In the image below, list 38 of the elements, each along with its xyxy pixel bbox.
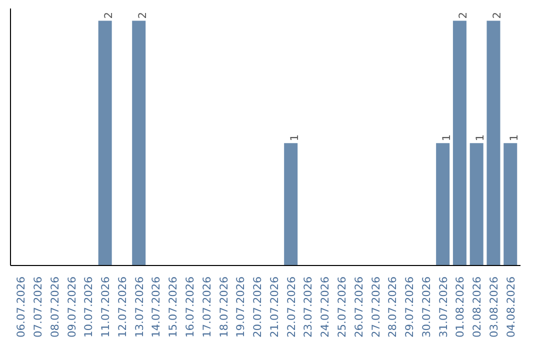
x-tick-label: 14.07.2026 xyxy=(150,276,163,338)
x-tick-label: 23.07.2026 xyxy=(302,276,315,338)
x-tick-label: 18.07.2026 xyxy=(217,276,230,338)
x-tick-label: 07.07.2026 xyxy=(32,276,45,338)
x-tick-label: 25.07.2026 xyxy=(335,276,348,338)
x-tick-label: 03.08.2026 xyxy=(487,276,500,338)
x-tick-label: 22.07.2026 xyxy=(284,276,298,338)
data-label: 2 xyxy=(456,12,470,19)
x-tick-label: 12.07.2026 xyxy=(116,276,129,338)
x-tick-label: 24.07.2026 xyxy=(318,276,332,338)
x-tick-label: 15.07.2026 xyxy=(166,276,180,338)
x-tick-label: 01.08.2026 xyxy=(454,276,467,338)
data-label: 1 xyxy=(440,134,453,142)
x-tick-label: 17.07.2026 xyxy=(200,276,214,338)
data-label: 2 xyxy=(102,12,116,19)
x-tick-label: 13.07.2026 xyxy=(132,276,146,338)
x-tick-label: 28.07.2026 xyxy=(386,276,400,338)
x-tick-label: 27.07.2026 xyxy=(369,276,382,338)
x-tick-label: 08.07.2026 xyxy=(48,276,62,338)
x-tick-label: 02.08.2026 xyxy=(470,276,484,338)
data-label: 1 xyxy=(288,134,301,142)
x-tick-label: 19.07.2026 xyxy=(234,276,248,338)
x-tick-label: 30.07.2026 xyxy=(420,276,433,338)
x-tick-label: 10.07.2026 xyxy=(82,276,96,338)
x-tick-label: 16.07.2026 xyxy=(184,276,197,338)
data-label: 1 xyxy=(507,134,520,142)
x-tick-label: 26.07.2026 xyxy=(352,276,366,338)
x-tick-label: 29.07.2026 xyxy=(403,276,416,338)
x-tick-label: 11.07.2026 xyxy=(99,276,112,338)
x-tick-label: 09.07.2026 xyxy=(65,276,78,338)
data-label: 2 xyxy=(136,12,149,19)
x-tick-label: 21.07.2026 xyxy=(268,276,281,338)
data-label: 1 xyxy=(474,134,487,142)
x-tick-label: 20.07.2026 xyxy=(251,276,264,338)
data-label: 2 xyxy=(490,12,504,19)
x-tick-label: 31.07.2026 xyxy=(436,276,450,338)
x-tick-label: 04.08.2026 xyxy=(504,276,518,338)
x-tick-label: 06.07.2026 xyxy=(14,276,28,338)
